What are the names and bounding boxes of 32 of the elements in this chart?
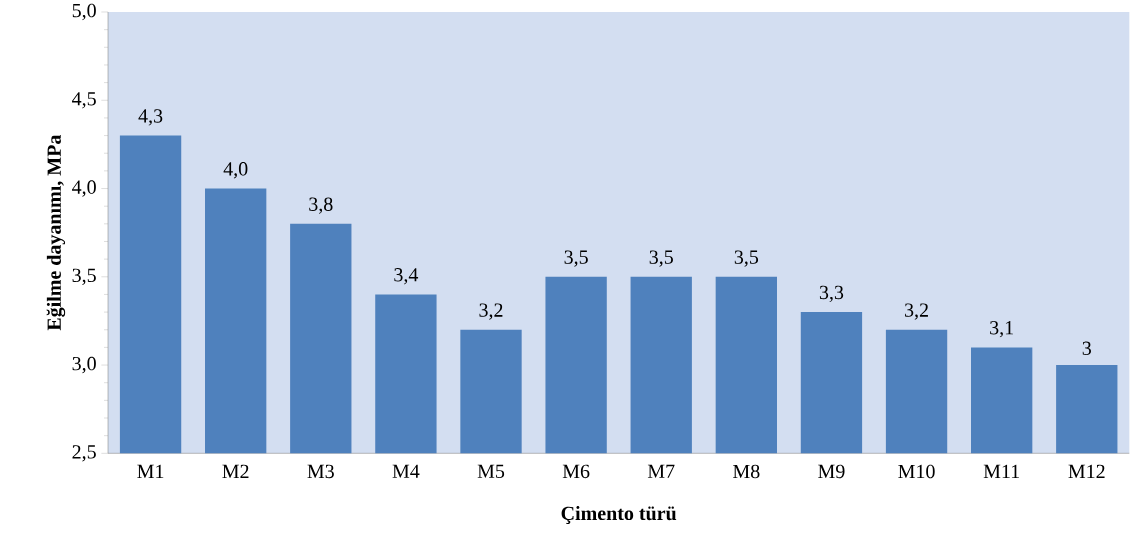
x-tick-label: M10 xyxy=(898,464,935,479)
data-label: 3 xyxy=(1082,341,1091,355)
data-label: 4,0 xyxy=(223,162,248,179)
data-label: 3,8 xyxy=(309,197,333,214)
x-tick-label: M12 xyxy=(1068,464,1105,478)
x-tick-label: M9 xyxy=(818,464,845,479)
x-tick-label: M8 xyxy=(733,464,760,479)
data-label: 3,2 xyxy=(479,303,503,320)
y-tick-label: 5,0 xyxy=(72,3,96,21)
y-tick-label: 3,5 xyxy=(72,268,96,285)
y-tick-label: 3,0 xyxy=(72,356,96,374)
y-tick-label: 2,5 xyxy=(72,445,96,462)
x-tick-label: M5 xyxy=(477,464,505,478)
x-tick-label: M2 xyxy=(222,464,249,478)
data-label: 4,3 xyxy=(138,109,163,126)
data-label: 3,5 xyxy=(649,250,673,267)
y-tick-label: 4,0 xyxy=(72,180,96,197)
data-label: 3,2 xyxy=(905,303,928,320)
data-label: 3,4 xyxy=(394,268,419,285)
x-axis-title: Çimento türü xyxy=(561,506,677,525)
data-label: 3,3 xyxy=(819,285,844,303)
data-label: 3,5 xyxy=(734,250,759,267)
x-tick-label: M4 xyxy=(392,464,420,478)
x-tick-label: M11 xyxy=(983,464,1019,478)
x-tick-label: M3 xyxy=(307,464,334,479)
data-label: 3,1 xyxy=(990,321,1013,338)
x-tick-label: M1 xyxy=(137,464,164,478)
x-tick-label: M6 xyxy=(562,464,590,479)
data-label: 3,5 xyxy=(564,250,588,267)
x-tick-label: M7 xyxy=(647,464,675,478)
y-axis-title: Eğilme dayanımı, MPa xyxy=(46,134,66,331)
y-tick-label: 4,5 xyxy=(72,92,96,109)
